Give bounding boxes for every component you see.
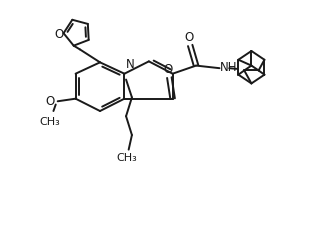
Text: O: O (163, 63, 172, 76)
Text: O: O (184, 31, 193, 44)
Text: O: O (54, 28, 64, 41)
Text: NH: NH (220, 61, 238, 74)
Text: O: O (46, 95, 55, 108)
Text: N: N (126, 58, 135, 71)
Text: CH₃: CH₃ (117, 153, 137, 163)
Text: CH₃: CH₃ (40, 117, 60, 126)
